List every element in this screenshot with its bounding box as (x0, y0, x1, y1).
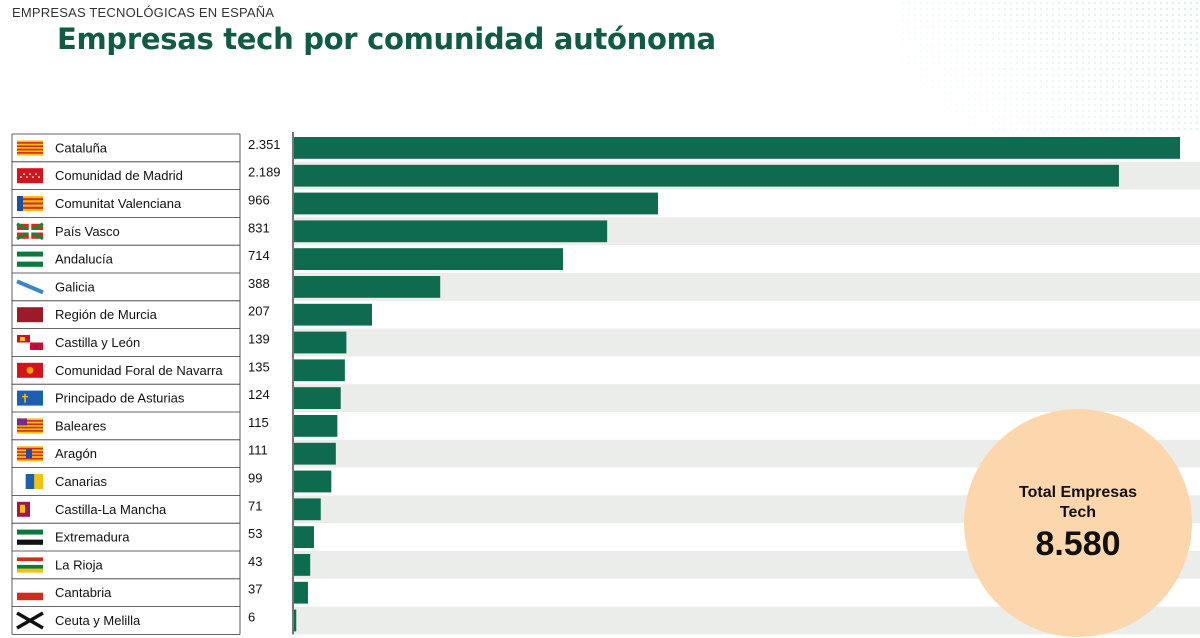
value-label: 2.351 (248, 137, 281, 152)
value-label: 115 (248, 415, 269, 430)
category-label: Extremadura (55, 530, 130, 545)
value-label: 2.189 (248, 165, 281, 180)
category-label: Galicia (55, 279, 96, 294)
bar (294, 581, 308, 604)
bar (294, 164, 1119, 187)
total-value: 8.580 (1035, 524, 1121, 563)
category-label: Andalucía (55, 252, 114, 267)
la-rioja-flag-icon (17, 557, 43, 573)
valencia-flag-icon (17, 196, 43, 212)
category-label: Ceuta y Melilla (55, 613, 141, 628)
value-label: 124 (248, 387, 270, 402)
row-stripe (294, 356, 1200, 385)
bar (294, 192, 659, 215)
bar (294, 470, 332, 493)
bar (294, 359, 345, 382)
category-label: Baleares (55, 418, 107, 433)
bar (294, 248, 564, 270)
section-kicker: EMPRESAS TECNOLÓGICAS EN ESPAÑA (12, 5, 275, 20)
value-label: 207 (248, 304, 270, 319)
bar (294, 415, 338, 437)
bar (294, 220, 608, 243)
baleares-flag-icon (17, 418, 43, 434)
murcia-flag-icon (17, 307, 43, 323)
bar (294, 331, 347, 354)
value-label: 388 (248, 276, 270, 291)
asturias-flag-icon (17, 390, 43, 406)
category-label: Cantabria (55, 585, 112, 600)
castilla-la-mancha-flag-icon (17, 501, 43, 517)
bar (294, 554, 311, 576)
bar (294, 442, 336, 465)
value-label: 6 (248, 610, 255, 625)
navarra-flag-icon (17, 362, 43, 378)
andalucia-flag-icon (17, 251, 43, 267)
category-label: Castilla y León (55, 335, 140, 350)
cantabria-flag-icon (17, 585, 43, 601)
row-stripe (294, 300, 1200, 329)
row-stripe (294, 273, 1200, 301)
value-label: 831 (248, 220, 270, 235)
chart-title: Empresas tech por comunidad autónoma (57, 22, 716, 56)
bar (294, 276, 441, 298)
bar (294, 609, 297, 632)
value-label: 53 (248, 526, 262, 541)
extremadura-flag-icon (17, 529, 43, 545)
castilla-leon-flag-icon (17, 335, 43, 350)
bar (294, 498, 321, 521)
category-label: Aragón (55, 446, 97, 461)
category-label: Canarias (55, 474, 108, 489)
value-label: 139 (248, 332, 270, 347)
bar (294, 526, 314, 548)
category-label: Castilla-La Mancha (55, 502, 167, 517)
value-label: 99 (248, 471, 262, 486)
galicia-flag-icon (16, 279, 44, 295)
category-label: Comunidad de Madrid (55, 168, 183, 183)
value-label: 111 (248, 443, 268, 458)
category-label: Cataluña (55, 140, 108, 155)
bar (294, 303, 373, 326)
category-label: La Rioja (55, 557, 103, 572)
category-label: Principado de Asturias (55, 391, 185, 406)
value-label: 43 (248, 554, 262, 569)
bar (294, 387, 341, 409)
value-label: 71 (248, 498, 262, 513)
total-badge: Total Empresas Tech 8.580 (964, 409, 1192, 637)
category-label: Comunidad Foral de Navarra (55, 363, 223, 378)
category-label: País Vasco (55, 224, 120, 239)
cataluna-flag-icon (17, 140, 43, 156)
madrid-flag-icon (17, 168, 43, 184)
value-label: 135 (248, 359, 270, 374)
total-label: Total Empresas Tech (1019, 483, 1137, 521)
value-label: 966 (248, 193, 270, 208)
canarias-flag-icon (17, 474, 43, 489)
category-label: Región de Murcia (55, 307, 158, 322)
bar (294, 137, 1180, 159)
value-label: 714 (248, 248, 270, 263)
row-stripe (294, 384, 1200, 412)
value-label: 37 (248, 582, 262, 597)
row-stripe (294, 328, 1200, 357)
pais-vasco-flag-icon (16, 222, 44, 241)
category-label: Comunitat Valenciana (55, 196, 182, 211)
ceuta-melilla-flag-icon (16, 611, 44, 630)
aragon-flag-icon (17, 446, 43, 462)
